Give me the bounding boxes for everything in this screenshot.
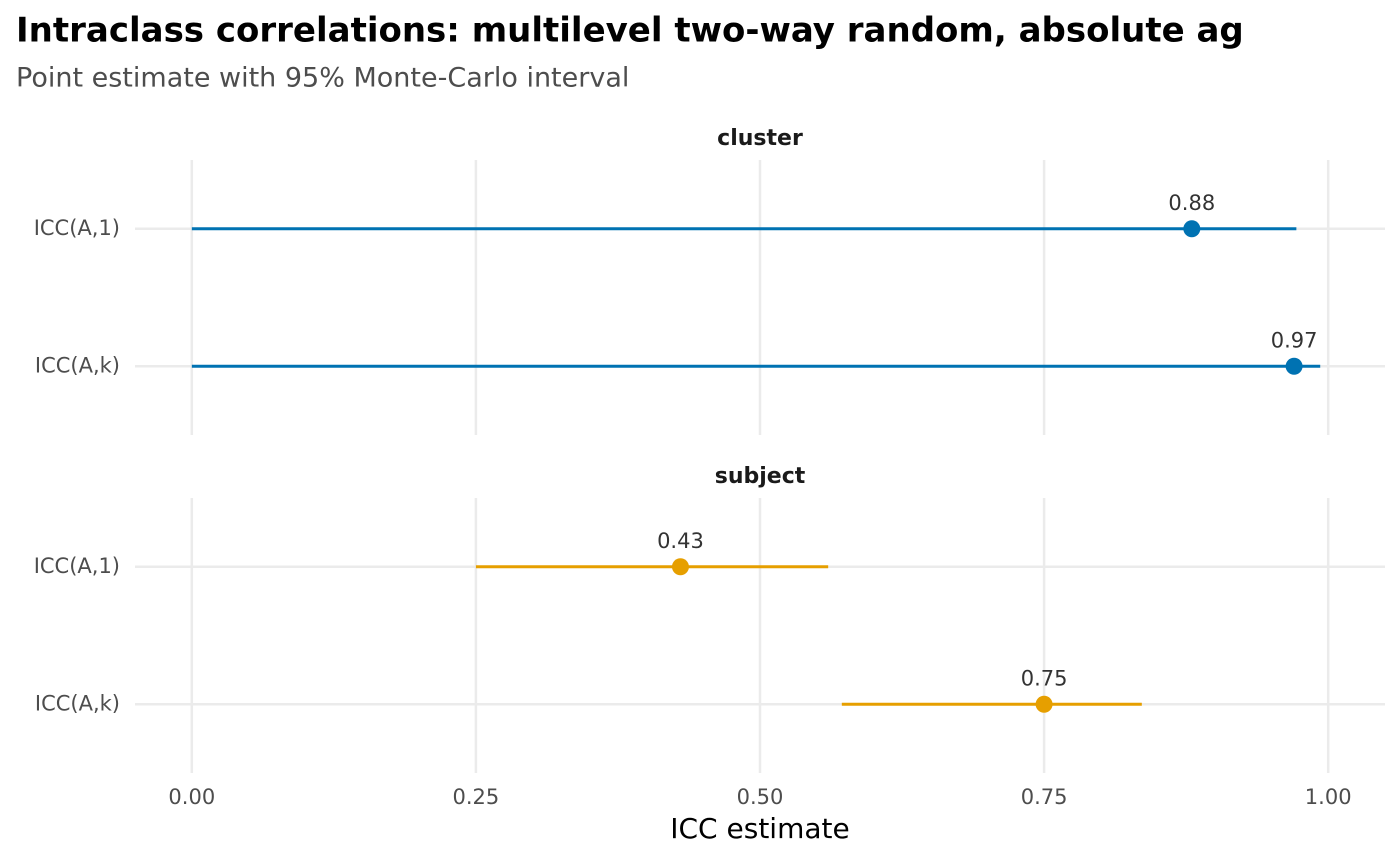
x-tick-label: 0.50 [737,785,784,809]
x-tick-label: 0.75 [1021,785,1068,809]
chart-subtitle: Point estimate with 95% Monte-Carlo inte… [16,63,629,94]
point [671,558,689,576]
x-tick-label: 0.00 [168,785,215,809]
point [1285,357,1303,375]
data-label: 0.88 [1168,191,1215,215]
x-tick-label: 0.25 [453,785,500,809]
data-label: 0.43 [657,529,704,553]
data-label: 0.75 [1021,666,1068,690]
point [1035,695,1053,713]
panel-title: cluster [717,126,803,151]
y-tick-label: ICC(A,k) [35,691,120,715]
y-tick-label: ICC(A,1) [34,554,120,578]
x-tick-label: 1.00 [1305,785,1352,809]
point [1183,220,1201,238]
y-tick-label: ICC(A,k) [35,353,120,377]
x-axis-label: ICC estimate [670,812,849,845]
data-label: 0.97 [1271,328,1318,352]
y-tick-label: ICC(A,1) [34,216,120,240]
chart-title: Intraclass correlations: multilevel two-… [16,11,1244,51]
panel-title: subject [715,464,806,489]
